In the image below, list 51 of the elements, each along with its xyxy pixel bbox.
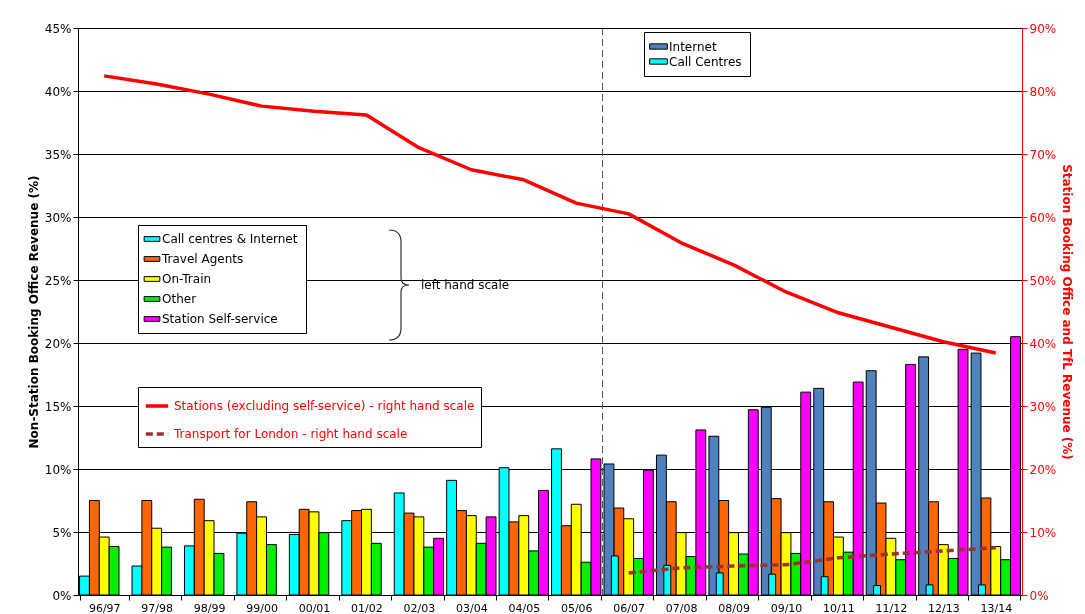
x-tick-label: 07/08 bbox=[665, 601, 698, 614]
x-tick-label: 03/04 bbox=[455, 601, 488, 614]
x-tick-label: 98/99 bbox=[193, 601, 226, 614]
line-series bbox=[102, 74, 998, 355]
y-tick-label: 25% bbox=[44, 273, 72, 288]
x-tick-label: 12/13 bbox=[927, 601, 960, 614]
legend-label: Travel Agents bbox=[161, 252, 244, 266]
y2-tick-label: 70% bbox=[1029, 147, 1057, 162]
y-tick-label: 5% bbox=[52, 525, 72, 540]
legend-label: Stations (excluding self-service) - right hand scale bbox=[174, 399, 475, 413]
x-tick-label: 09/10 bbox=[770, 601, 803, 614]
x-tick-label: 02/03 bbox=[403, 601, 436, 614]
y2-tick-label: 50% bbox=[1029, 273, 1057, 288]
x-tick-label: 10/11 bbox=[823, 601, 855, 614]
y2-tick-label: 40% bbox=[1029, 336, 1057, 351]
y-tick-label: 15% bbox=[44, 399, 72, 414]
legend-label: Call Centres bbox=[669, 54, 742, 69]
x-tick-label: 04/05 bbox=[508, 601, 541, 614]
x-tick-label: 06/07 bbox=[613, 601, 646, 614]
x-tick-label: 97/98 bbox=[141, 601, 174, 614]
legend-label: Call centres & Internet bbox=[162, 232, 298, 246]
y2-tick-label: 30% bbox=[1029, 399, 1057, 414]
y-tick-label: 10% bbox=[44, 462, 72, 477]
y-axis-title: Non-Station Booking Office Revenue (%) bbox=[26, 175, 41, 449]
y2-tick-label: 10% bbox=[1029, 525, 1057, 540]
y2-axis-title: Station Booking Office and TfL Revenue (%) bbox=[1060, 164, 1075, 460]
y2-tick-label: 80% bbox=[1029, 84, 1057, 99]
y-tick-label: 30% bbox=[44, 210, 72, 225]
y-tick-label: 20% bbox=[44, 336, 72, 351]
x-tick-label: 11/12 bbox=[875, 601, 908, 614]
y2-tick-label: 0% bbox=[1029, 588, 1049, 603]
legend-label: Transport for London - right hand scale bbox=[173, 427, 408, 441]
y2-tick-label: 60% bbox=[1029, 210, 1057, 225]
x-tick-label: 99/00 bbox=[246, 601, 278, 614]
x-tick-label: 00/01 bbox=[298, 601, 331, 614]
x-tick-label: 13/14 bbox=[980, 601, 1013, 614]
y-tick-label: 35% bbox=[44, 147, 72, 162]
line-series bbox=[626, 546, 998, 575]
legend-label: Station Self-service bbox=[162, 312, 278, 326]
x-tick-label: 08/09 bbox=[718, 601, 750, 614]
legend-label: Other bbox=[162, 292, 197, 306]
y-tick-label: 40% bbox=[44, 84, 72, 99]
y2-tick-label: 20% bbox=[1029, 462, 1057, 477]
x-tick-label: 05/06 bbox=[560, 601, 593, 614]
y-tick-label: 45% bbox=[44, 21, 72, 36]
legend-label: On-Train bbox=[162, 272, 212, 286]
x-tick-label: 96/97 bbox=[88, 601, 121, 614]
y-tick-label: 0% bbox=[52, 588, 72, 603]
legend-label: Internet bbox=[669, 39, 717, 54]
y2-tick-label: 90% bbox=[1029, 21, 1057, 36]
x-tick-label: 01/02 bbox=[351, 601, 383, 614]
